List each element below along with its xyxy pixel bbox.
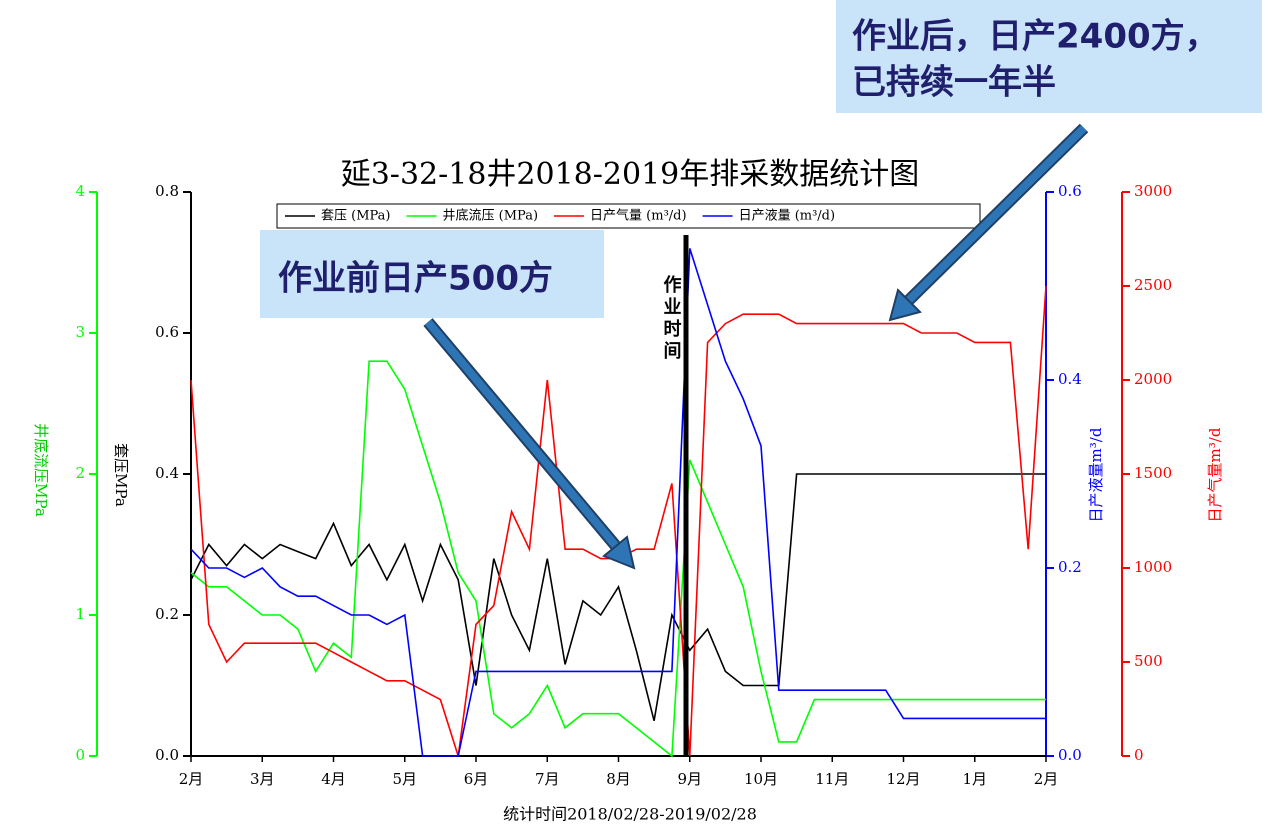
- x-axis-title: 统计时间2018/02/28-2019/02/28: [503, 805, 757, 824]
- y-tick-label: 500: [1134, 652, 1163, 670]
- plot-area: 0.0 0.2 0.4 0.6 0.8 0 1 2 3 4 0.0 0.2 0.4 0.6 0 500 1000…: [75, 182, 1172, 788]
- y-tick-label: 0.4: [1058, 370, 1082, 388]
- y-tick-label: 2: [75, 464, 85, 482]
- y-axis-title: 套压MPa: [112, 443, 130, 507]
- y-tick-label: 0.0: [1058, 746, 1082, 764]
- annotation: 已持续一年半: [852, 63, 1056, 103]
- legend-label: 套压 (MPa): [321, 208, 391, 224]
- y-tick-label: 3: [75, 323, 85, 341]
- legend: 套压 (MPa) 井底流压 (MPa) 日产气量 (m³/d) 日产液量 (m³/d): [285, 208, 835, 224]
- annotation: 作业后，日产2400方，: [852, 17, 1219, 57]
- y-tick-label: 2500: [1134, 276, 1172, 294]
- series-line: [190, 248, 1046, 757]
- y-tick-label: 0.8: [155, 182, 179, 200]
- arrow: [888, 123, 1089, 322]
- x-tick-label: 7月: [535, 770, 560, 788]
- y-tick-label: 0.0: [155, 746, 179, 764]
- y-tick-label: 1: [75, 605, 85, 623]
- y4-axis-title: 日产气量m³/d: [1206, 427, 1224, 522]
- y-tick-label: 0.4: [155, 464, 179, 482]
- x-tick-label: 2月: [1034, 770, 1059, 788]
- x-tick-label: 11月: [815, 770, 849, 788]
- x-tick-label: 4月: [321, 770, 346, 788]
- operation-label: 作业时间: [661, 274, 682, 363]
- y-tick-label: 0.2: [155, 605, 179, 623]
- y-tick-label: 0.6: [155, 323, 179, 341]
- x-tick-label: 8月: [606, 770, 631, 788]
- y-tick-label: 0: [1134, 746, 1144, 764]
- x-tick-label: 5月: [392, 770, 417, 788]
- x-tick-label: 2月: [179, 770, 204, 788]
- y-tick-label: 0: [75, 746, 85, 764]
- annotation: 作业前日产500方: [278, 259, 553, 299]
- y-tick-label: 2000: [1134, 370, 1172, 388]
- y-tick-label: 0.2: [1058, 558, 1082, 576]
- y-tick-label: 0.6: [1058, 182, 1082, 200]
- y-tick-label: 1500: [1134, 464, 1172, 482]
- x-tick-label: 12月: [886, 770, 920, 788]
- y2-axis-title: 井底流压MPa: [32, 423, 50, 517]
- legend-label: 日产液量 (m³/d): [739, 209, 836, 224]
- x-tick-label: 9月: [677, 770, 702, 788]
- legend-box: [276, 203, 981, 229]
- y-tick-label: 1000: [1134, 558, 1172, 576]
- chart-title: 延3-32-18井2018-2019年排采数据统计图: [341, 157, 920, 192]
- legend-label: 井底流压 (MPa): [443, 208, 539, 224]
- series-line: [190, 360, 1046, 758]
- x-tick-label: 6月: [464, 770, 489, 788]
- annotation-box: [260, 230, 604, 318]
- series-line: [190, 285, 1047, 757]
- legend-label: 日产气量 (m³/d): [590, 208, 687, 224]
- y-tick-label: 4: [75, 182, 85, 200]
- annotation-box: [836, 0, 1262, 113]
- y3-axis-title: 日产液量m³/d: [1087, 427, 1105, 522]
- arrow: [423, 318, 636, 570]
- series-line: [190, 473, 1046, 721]
- x-tick-label: 3月: [250, 770, 275, 788]
- x-tick-label: 1月: [962, 770, 987, 788]
- x-tick-label: 10月: [744, 770, 778, 788]
- y-tick-label: 3000: [1134, 182, 1172, 200]
